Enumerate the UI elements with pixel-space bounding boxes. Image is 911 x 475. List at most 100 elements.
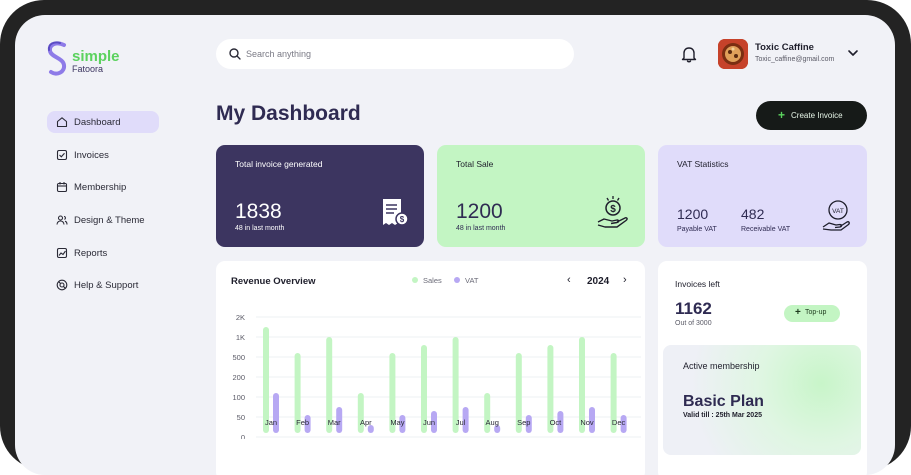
bar-sales (326, 337, 333, 433)
receivable-vat-label: Receivable VAT (741, 226, 791, 233)
user-avatar[interactable] (718, 39, 748, 69)
invoices-left-total: Out of 3000 (675, 320, 712, 327)
legend-sales-label: Sales (423, 276, 442, 285)
invoices-left-count: 1162 (675, 299, 712, 318)
active-membership-card[interactable]: Active membership Basic Plan Valid till … (663, 345, 861, 455)
calendar-icon (56, 182, 68, 193)
chevron-down-icon[interactable] (847, 48, 859, 58)
user-name: Toxic Caffine (755, 42, 814, 53)
chart-icon (56, 247, 68, 259)
receivable-vat-value: 482 (741, 206, 765, 222)
svg-text:$: $ (610, 204, 616, 215)
x-tick-label: Sep (517, 418, 530, 427)
sidebar-item-membership[interactable]: Membership (47, 176, 159, 198)
bar-sales (484, 393, 491, 433)
x-tick-label: Feb (296, 418, 309, 427)
sidebar-item-label: Invoices (74, 150, 109, 161)
payable-vat-label: Payable VAT (677, 226, 717, 233)
bar-vat (494, 425, 501, 433)
card-value: 1200 (456, 200, 503, 223)
x-tick-label: Oct (550, 418, 563, 427)
revenue-bar-chart: 0 50 100 200 500 1K 2K Jan Feb Mar Apr May Jun Jul Aug… (232, 313, 641, 439)
y-tick-label: 0 (241, 433, 245, 439)
sidebar-item-design-theme[interactable]: Design & Theme (47, 209, 159, 231)
bar-sales (294, 353, 301, 433)
bar-vat (431, 411, 437, 433)
sidebar-item-label: Help & Support (74, 280, 139, 291)
x-tick-label: Jun (423, 418, 435, 427)
year-next-icon[interactable]: › (623, 274, 627, 286)
avatar-image (718, 39, 748, 69)
card-note: 48 in last month (456, 225, 506, 232)
bar-sales (357, 393, 364, 433)
plus-icon: + (778, 108, 786, 122)
search-bar[interactable] (216, 39, 574, 69)
user-email: Toxic_caffine@gmail.com (755, 56, 835, 63)
brand-sub: Fatoora (72, 64, 104, 74)
x-tick-label: Dec (612, 418, 626, 427)
bar-sales (515, 353, 522, 433)
page-title: My Dashboard (216, 102, 361, 125)
notification-bell-icon[interactable] (681, 45, 697, 63)
topup-button[interactable]: + Top-up (784, 305, 840, 322)
bar-sales (389, 353, 396, 433)
bar-vat (304, 415, 311, 433)
bar-sales (610, 353, 617, 433)
card-value: 1838 (235, 200, 282, 223)
bar-sales (452, 337, 459, 433)
y-tick-label: 1K (236, 333, 245, 342)
membership-plan: Basic Plan (683, 393, 764, 410)
search-input[interactable] (246, 46, 546, 62)
membership-valid: Valid till : 25th Mar 2025 (683, 412, 762, 419)
bar-vat (273, 393, 279, 433)
payable-vat-value: 1200 (677, 206, 709, 222)
year-prev-icon[interactable]: ‹ (567, 274, 571, 286)
sidebar-item-label: Membership (74, 182, 127, 193)
y-tick-label: 200 (232, 373, 245, 382)
topup-label: Top-up (805, 309, 827, 316)
sidebar-item-invoices[interactable]: Invoices (47, 144, 159, 166)
brand-logo[interactable]: simple Fatoora (46, 39, 136, 79)
x-tick-label: Mar (328, 418, 341, 427)
card-total-sale[interactable]: Total Sale 1200 48 in last month $ (437, 145, 645, 247)
bar-vat (557, 411, 564, 433)
invoices-left-panel: Invoices left 1162 Out of 3000 + Top-up … (658, 261, 867, 475)
y-tick-label: 50 (237, 413, 245, 422)
legend-sales-swatch (412, 277, 418, 283)
bar-vat (620, 415, 627, 433)
y-tick-label: 2K (236, 313, 245, 322)
y-tick-label: 100 (232, 393, 245, 402)
card-title: Total Sale (456, 159, 494, 169)
card-total-invoice-generated[interactable]: Total invoice generated 1838 48 in last … (216, 145, 424, 247)
card-vat-statistics[interactable]: VAT Statistics 1200 Payable VAT 482 Rece… (658, 145, 867, 247)
bar-vat (399, 415, 406, 433)
revenue-title: Revenue Overview (231, 276, 316, 287)
year-label: 2024 (587, 276, 610, 287)
sidebar-item-dashboard[interactable]: Dashboard (47, 111, 159, 133)
bar-vat (525, 415, 532, 433)
invoice-receipt-icon: $ (383, 199, 409, 226)
legend-vat-swatch (454, 277, 460, 283)
plus-icon: + (795, 307, 801, 318)
bar-sales (263, 327, 269, 433)
logo-mark-icon (47, 41, 67, 76)
revenue-overview-panel: Revenue Overview Sales VAT ‹ 2024 › 0 50 1… (216, 261, 645, 475)
legend-vat-label: VAT (465, 276, 479, 285)
users-icon (56, 215, 68, 225)
sidebar-item-help-support[interactable]: Help & Support (47, 274, 159, 296)
bar-vat (589, 407, 595, 433)
vat-hand-icon: VAT (822, 200, 850, 231)
bar-sales (547, 345, 554, 433)
support-icon (56, 279, 68, 291)
create-invoice-button[interactable]: + Create Invoice (756, 101, 867, 130)
sidebar-item-reports[interactable]: Reports (47, 242, 159, 264)
x-tick-label: Apr (360, 418, 372, 427)
x-tick-label: Nov (580, 418, 594, 427)
brand-name: simple (72, 48, 120, 65)
membership-title: Active membership (683, 361, 760, 371)
card-note: 48 in last month (235, 225, 285, 232)
bar-sales (579, 337, 585, 433)
bar-vat (462, 407, 469, 433)
bar-sales (421, 345, 427, 433)
bar-vat (336, 407, 343, 433)
